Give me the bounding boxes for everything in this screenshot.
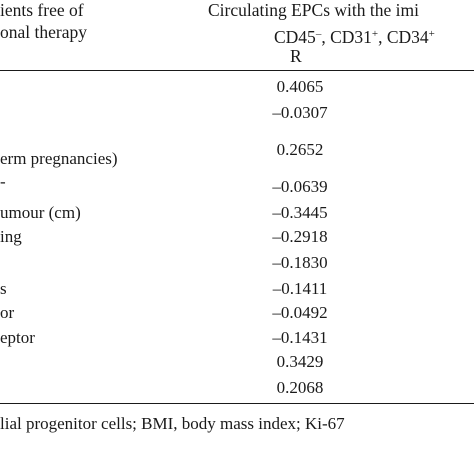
header-left-line2: onal therapy bbox=[0, 22, 87, 42]
row-value-1: 0.4065 bbox=[276, 77, 324, 96]
row-value-8: –0.1411 bbox=[272, 279, 328, 298]
marker-sep-1: , bbox=[321, 27, 331, 47]
marker-cd34: CD34 bbox=[386, 27, 429, 47]
header-right-line1: Circulating EPCs with the imi bbox=[208, 0, 419, 20]
marker-cd45: CD45 bbox=[274, 27, 316, 47]
row-value-10: –0.1431 bbox=[272, 328, 328, 347]
marker-sep-2: , bbox=[378, 27, 387, 47]
header-markers: CD45–, CD31+, CD34+ bbox=[274, 24, 435, 47]
marker-cd34-sign: + bbox=[428, 28, 435, 40]
row-value-11: 0.3429 bbox=[276, 352, 324, 371]
row-value-4: –0.0639 bbox=[272, 177, 328, 196]
marker-cd45-sign: – bbox=[315, 28, 322, 40]
row-value-6: –0.2918 bbox=[272, 227, 328, 246]
row-label-10: eptor bbox=[0, 328, 35, 347]
row-label-3: erm pregnancies) bbox=[0, 149, 118, 168]
marker-cd31: CD31 bbox=[330, 27, 372, 47]
bottom-rule bbox=[0, 403, 474, 404]
row-label-8: s bbox=[0, 279, 7, 298]
row-value-2: –0.0307 bbox=[272, 103, 328, 122]
row-label-6: ing bbox=[0, 227, 22, 246]
row-label-5: umour (cm) bbox=[0, 203, 81, 222]
header-left-line1: ients free of bbox=[0, 0, 84, 20]
row-value-12: 0.2068 bbox=[276, 378, 324, 397]
row-value-5: –0.3445 bbox=[272, 203, 328, 222]
footnote: lial progenitor cells; BMI, body mass in… bbox=[0, 414, 345, 433]
stat-label-r: R bbox=[290, 46, 302, 66]
header-rule bbox=[0, 70, 474, 71]
row-value-7: –0.1830 bbox=[272, 253, 328, 272]
marker-cd31-sign: + bbox=[371, 28, 379, 40]
row-value-3: 0.2652 bbox=[276, 140, 324, 159]
row-value-9: –0.0492 bbox=[272, 303, 328, 322]
row-label-9: or bbox=[0, 303, 15, 322]
row-label-4: - bbox=[0, 172, 6, 191]
